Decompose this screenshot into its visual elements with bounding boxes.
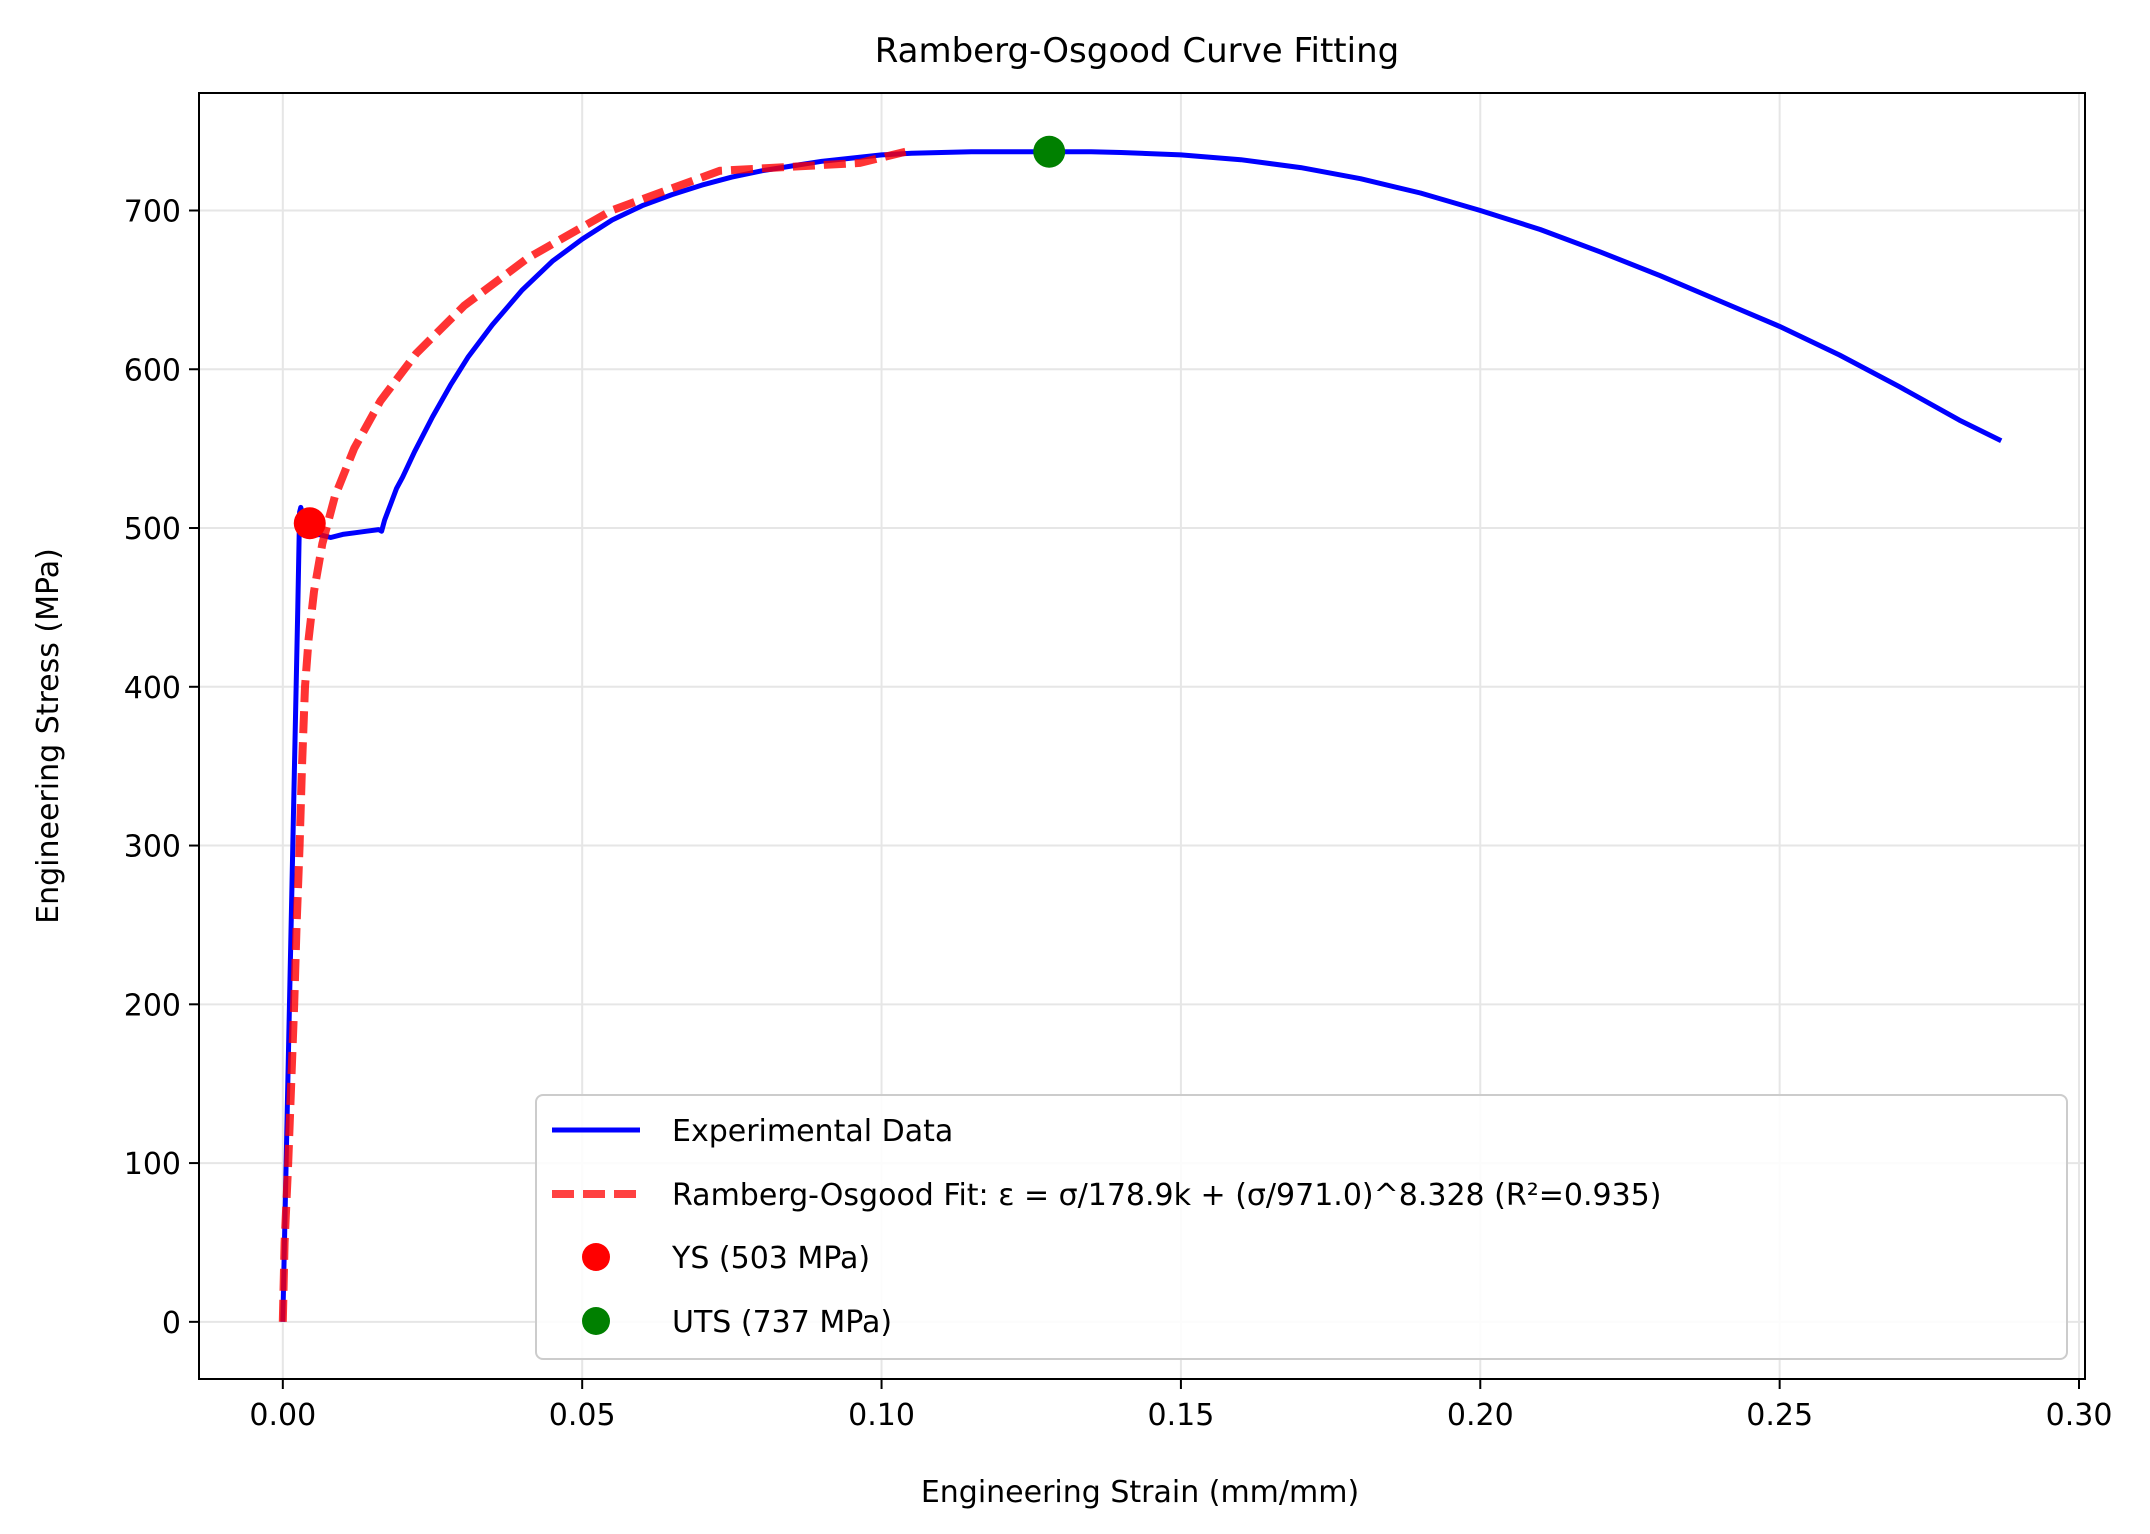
y-tick-label: 0 — [162, 1306, 181, 1341]
legend-marker-ys — [582, 1243, 610, 1271]
x-axis-label: Engineering Strain (mm/mm) — [921, 1475, 1359, 1510]
x-tick-label: 0.25 — [1746, 1398, 1813, 1433]
legend: Experimental Data Ramberg-Osgood Fit: ε … — [535, 1094, 2068, 1360]
y-tick-label: 300 — [124, 830, 181, 865]
y-tick-label: 200 — [124, 988, 181, 1023]
y-tick-label: 600 — [124, 353, 181, 388]
plot-area — [278, 135, 2003, 1322]
x-tick-label: 0.30 — [2046, 1398, 2113, 1433]
y-axis-label: Engineering Stress (MPa) — [31, 548, 66, 924]
axes-frame — [198, 92, 2086, 1380]
x-tick-label: 0.20 — [1447, 1398, 1514, 1433]
legend-label-fit: Ramberg-Osgood Fit: ε = σ/178.9k + (σ/97… — [672, 1178, 1661, 1213]
y-tick-label: 400 — [124, 671, 181, 706]
x-tick-label: 0.15 — [1148, 1398, 1215, 1433]
y-tick-label: 500 — [124, 512, 181, 547]
series-line-fit — [278, 147, 907, 1322]
x-tick-label: 0.10 — [848, 1398, 915, 1433]
legend-label-uts: UTS (737 MPa) — [672, 1305, 892, 1340]
x-tick-label: 0.00 — [249, 1398, 316, 1433]
chart-title: Ramberg-Osgood Curve Fitting — [875, 31, 1399, 71]
legend-box — [535, 1094, 2068, 1360]
legend-label-experimental: Experimental Data — [672, 1114, 953, 1149]
ys-point — [293, 507, 326, 540]
legend-label-ys: YS (503 MPa) — [671, 1241, 870, 1276]
x-tick-label: 0.05 — [549, 1398, 616, 1433]
y-tick-label: 100 — [124, 1147, 181, 1182]
grid — [199, 93, 2085, 1379]
legend-marker-uts — [582, 1307, 610, 1335]
y-tick-label: 700 — [124, 194, 181, 229]
axis-ticks: 0.00 0.05 0.10 0.15 0.20 0.25 0.30 0 100 200 300 40… — [124, 194, 2113, 1433]
uts-point — [1033, 135, 1066, 168]
